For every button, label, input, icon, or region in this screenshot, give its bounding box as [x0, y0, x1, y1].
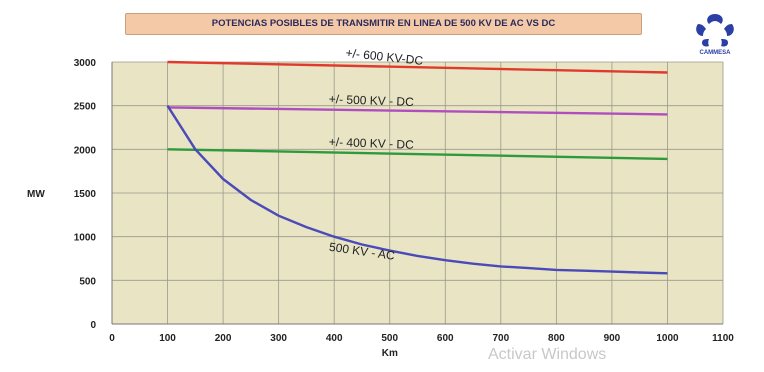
logo-text: CAMMESA	[700, 50, 732, 56]
series-group	[166, 60, 668, 275]
x-tick-label: 0	[109, 333, 115, 344]
x-tick-label: 1100	[712, 333, 734, 344]
series-line	[167, 60, 668, 74]
y-tick-label: 1500	[74, 189, 97, 200]
y-tick-label: 500	[79, 276, 96, 287]
x-tick-label: 200	[215, 333, 232, 344]
x-tick-label: 600	[437, 333, 454, 344]
x-tick-label: 700	[492, 333, 509, 344]
x-axis-label: Km	[382, 348, 398, 359]
x-tick-label: 500	[381, 333, 398, 344]
y-tick-label: 1000	[74, 233, 97, 244]
series-line	[167, 148, 668, 161]
y-tick-label: 3000	[74, 58, 97, 69]
y-tick-label: 2000	[74, 145, 97, 156]
y-tick-label: 0	[90, 320, 96, 331]
x-tick-label: 900	[604, 333, 621, 344]
activate-windows-watermark: Activar Windows	[488, 346, 607, 363]
x-tick-label: 800	[548, 333, 565, 344]
series-label: +/- 500 KV - DC	[329, 92, 415, 109]
y-tick-label: 2500	[74, 102, 97, 113]
y-axis-label: MW	[27, 189, 45, 200]
series-line	[167, 106, 668, 116]
series-line	[166, 105, 668, 275]
chart-title: POTENCIAS POSIBLES DE TRANSMITIR EN LINE…	[125, 13, 642, 35]
x-tick-label: 1000	[656, 333, 679, 344]
x-tick-label: 100	[159, 333, 176, 344]
axes: 0 100 200 300 400 500 600 700 800 900 1000 1100 0 500…	[74, 58, 735, 344]
cammesa-logo-icon: CAMMESA	[696, 14, 734, 56]
series-label: +/- 400 KV - DC	[329, 135, 415, 152]
x-tick-label: 400	[326, 333, 343, 344]
x-tick-label: 300	[270, 333, 287, 344]
